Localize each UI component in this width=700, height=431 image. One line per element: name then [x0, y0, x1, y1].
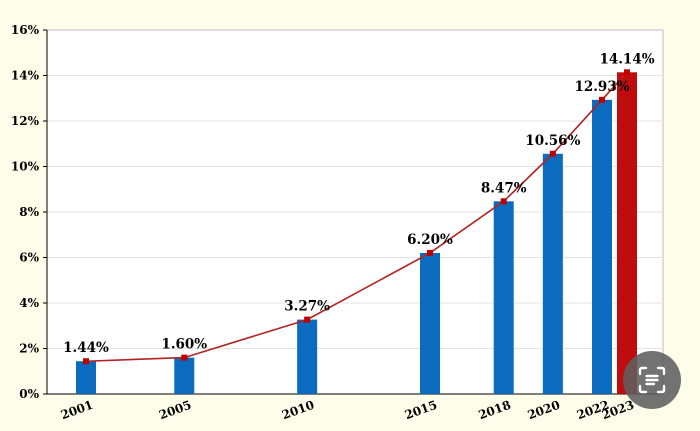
y-tick-label: 16% — [11, 23, 40, 37]
x-tick-label: 2001 — [59, 398, 95, 423]
data-label: 1.44% — [63, 340, 109, 356]
y-tick-label: 12% — [11, 114, 40, 128]
bar-2020 — [542, 153, 563, 394]
trend-marker — [304, 316, 311, 323]
data-label: 1.60% — [161, 337, 207, 353]
bar-2023 — [617, 72, 637, 394]
x-tick-label: 2020 — [526, 398, 562, 423]
x-tick-label: 2010 — [280, 398, 316, 423]
lens-scan-button[interactable] — [623, 351, 681, 409]
x-tick-label: 2018 — [477, 398, 513, 423]
trend-marker — [427, 249, 433, 256]
y-tick-label: 2% — [19, 342, 39, 356]
data-label: 8.47% — [481, 180, 527, 196]
bar-2015 — [420, 252, 440, 394]
data-label: 3.27% — [284, 299, 330, 315]
y-tick-label: 0% — [19, 387, 39, 401]
bar-2010 — [297, 319, 318, 394]
bar-2005 — [174, 357, 195, 394]
bar-2018 — [493, 201, 514, 394]
trend-marker — [181, 354, 188, 361]
trend-marker — [624, 69, 630, 76]
y-tick-label: 4% — [19, 296, 39, 310]
trend-marker — [500, 198, 507, 205]
data-label: 14.14% — [599, 51, 654, 67]
trend-marker — [599, 96, 605, 103]
x-tick-label: 2005 — [157, 398, 193, 423]
lens-scan-icon — [638, 366, 666, 394]
y-tick-label: 8% — [19, 205, 39, 219]
trend-marker — [549, 150, 556, 157]
trend-marker — [83, 358, 89, 365]
data-label: 12.93% — [574, 79, 629, 95]
y-tick-label: 10% — [11, 160, 40, 174]
data-label: 6.20% — [407, 232, 453, 248]
y-tick-label: 6% — [19, 251, 39, 265]
bar-2022 — [592, 99, 612, 394]
trend-line — [85, 71, 628, 363]
data-label: 10.56% — [525, 133, 580, 149]
y-tick-label: 14% — [11, 69, 40, 83]
x-tick-label: 2015 — [403, 398, 439, 423]
bar-2001 — [76, 361, 96, 394]
